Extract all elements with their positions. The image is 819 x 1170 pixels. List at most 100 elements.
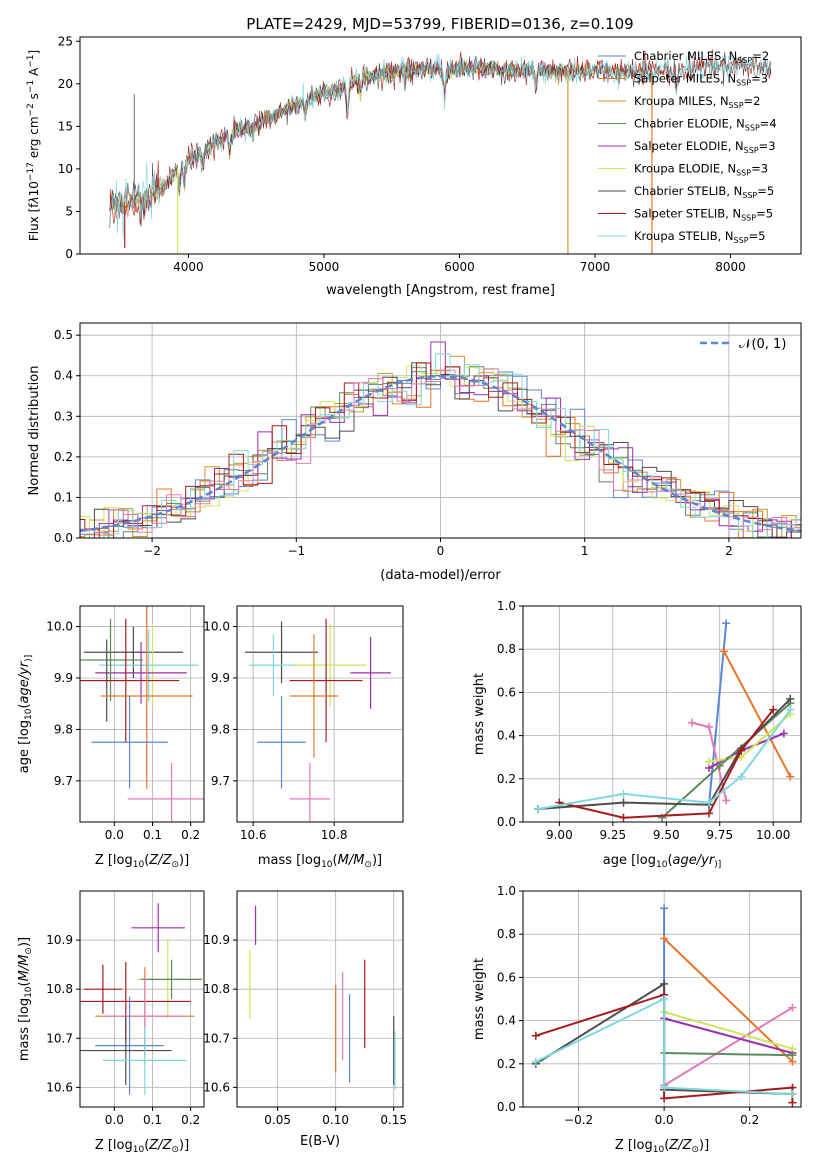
legend-tail: =3: [751, 162, 768, 176]
mass_vs_Z-x-label-part: Z/Z: [148, 1138, 172, 1153]
y-tick-label: 10.8: [203, 982, 230, 996]
weight-series-line: [663, 1006, 793, 1087]
x-tick-label: 9.25: [599, 828, 626, 842]
x-tick-label: 10.00: [756, 828, 790, 842]
spectrum-panel: 4000 5000 6000 7000 8000 0 5 10 15 20 25 wavelength…: [26, 34, 802, 298]
mass_vs_Z-x-label-part: (: [144, 1138, 149, 1153]
legend-sub: SSP: [734, 236, 749, 245]
age_vs_Z-x-label-part: (: [144, 853, 149, 868]
x-tick-label: 9.50: [653, 828, 680, 842]
legend-entry: Chabrier STELIB, NSSP=5: [634, 184, 774, 200]
legend-entry: Salpeter ELODIE, NSSP=3: [634, 139, 776, 155]
axes-frame: [79, 605, 205, 823]
x-tick-label: 0.1: [143, 1113, 162, 1127]
gaussian-reference-curve: [80, 374, 801, 533]
age-vs-metallicity-panel: 0.0 0.1 0.29.79.89.910.0Z [log10(Z/Z⊙)]age…: [17, 605, 205, 870]
legend-tail: =2: [744, 94, 761, 108]
age_vs_mass-x-label-part: 10: [321, 860, 333, 870]
weight-series-line: [663, 937, 794, 1063]
legend-label: Chabrier ELODIE, N: [634, 117, 745, 131]
massweight_vs_Z-x-label-part: Z [log: [615, 1138, 653, 1153]
legend-entry: Kroupa ELODIE, NSSP=3: [634, 162, 768, 178]
spectrum-series-line: [109, 53, 772, 239]
y-tick-label: 9.8: [211, 722, 230, 736]
legend-label: Kroupa MILES, N: [634, 94, 729, 108]
mass-vs-extinction-panel: 0.05 0.10 0.15 10.6 10.7 10.8 10.9 E(B-V): [203, 890, 407, 1149]
y-tick-label: 0.8: [497, 642, 516, 656]
y-tick-label: 0.3: [54, 409, 73, 423]
massweight_vs_Z-x-label: Z [log10(Z/Z⊙)]: [615, 1138, 709, 1155]
y-tick-label: 0.4: [497, 1014, 516, 1028]
weight-series-line: [723, 650, 792, 778]
massweight_vs_Z-x-label-part: 10: [653, 1145, 665, 1155]
y-tick-label: 1.0: [497, 599, 516, 613]
histogram-series-step: [80, 353, 801, 538]
weight-series-line: [663, 1017, 793, 1054]
x-tick-label: 0.15: [380, 1113, 407, 1127]
legend-sub: SSP: [742, 191, 757, 200]
age_vs_Z-x-label-part: Z/Z: [148, 853, 172, 868]
plot-area: [109, 49, 772, 254]
legend-label: Chabrier MILES, N: [634, 49, 737, 63]
x-tick-label: 4000: [173, 260, 204, 274]
y-tick-label: 20: [58, 77, 73, 91]
y-tick-label: 0.4: [54, 369, 73, 383]
x-tick-label: 6000: [444, 260, 475, 274]
legend-sub: SSP: [736, 169, 751, 178]
mass_vs_Z-y-label-part: 10: [24, 986, 34, 998]
x-tick-label: 0.0: [655, 1113, 674, 1127]
massweight_vs_Z-x-label-part: (: [664, 1138, 669, 1153]
mass_vs_Z-y-label-part: M/M: [17, 955, 32, 982]
legend-tail: =5: [749, 229, 766, 243]
y-tick-label: 0.0: [497, 1100, 516, 1114]
legend-tail: =5: [756, 207, 773, 221]
mass_vs_EBV-x-label: E(B-V): [300, 1134, 340, 1149]
legend-entry: Chabrier MILES, NSSP=2: [634, 49, 769, 65]
axes-frame: [236, 605, 404, 823]
mass_vs_Z-x-label-part: ⊙: [171, 1145, 179, 1155]
y-tick-label: 0.1: [54, 490, 73, 504]
y-tick-label: 0.2: [54, 450, 73, 464]
x-tick-label: 10.8: [321, 828, 348, 842]
massweight_vs_Z-x-label-part: ⊙: [691, 1145, 699, 1155]
massweight_vs_Z-x-label-part: )]: [699, 1138, 709, 1153]
plot-area: [249, 905, 396, 1090]
spectrum-y-label-part: −1: [26, 55, 36, 68]
mass_vs_Z-x-label-part: 10: [133, 1145, 145, 1155]
mass-weight-vs-age-panel: 9.00 9.25 9.50 9.75 10.00 0.0 0.2 0.4 0.6 0.8 1.0 a…: [472, 599, 802, 870]
x-tick-label: 9.00: [546, 828, 573, 842]
age_vs_Z-y-label-part: age [log: [17, 720, 32, 773]
plot-area: [80, 341, 801, 538]
y-tick-label: 10.6: [46, 1080, 73, 1094]
spectrum-y-label-part: −17: [26, 162, 36, 181]
x-tick-label: −2: [143, 544, 161, 558]
massweight_vs_age-x-label-part: age/yr: [673, 853, 716, 868]
age_vs_Z-y-label-part: )]: [24, 655, 34, 662]
age_vs_Z-y-label-part: 10: [24, 708, 34, 720]
age_vs_mass-x-label-part: ⊙: [364, 860, 372, 870]
y-tick-label: 10.0: [46, 620, 73, 634]
y-tick-label: 9.9: [54, 671, 73, 685]
y-tick-label: 1.0: [497, 884, 516, 898]
y-tick-label: 9.8: [54, 722, 73, 736]
histogram-series-step: [80, 362, 801, 538]
mass_vs_Z-y-label-part: (: [17, 981, 32, 986]
massweight_vs_age-x-label-part: 10: [656, 860, 668, 870]
x-tick-label: 0.2: [740, 1113, 759, 1127]
y-tick-label: 10.6: [203, 1080, 230, 1094]
y-tick-label: 0.0: [54, 531, 73, 545]
legend-sub: SSP: [737, 56, 752, 65]
x-tick-label: 5000: [309, 260, 340, 274]
spectrum-y-label-part: Flux [f: [27, 203, 41, 241]
x-tick-label: 9.75: [706, 828, 733, 842]
y-tick-label: 10.8: [46, 982, 73, 996]
age_vs_Z-x-label-part: 10: [133, 860, 145, 870]
mass_vs_Z-x-label: Z [log10(Z/Z⊙)]: [95, 1138, 189, 1155]
weight-series-line: [535, 997, 793, 1095]
age_vs_mass-x-label-part: mass [log: [258, 853, 321, 868]
spectrum-y-label-part: A: [27, 67, 41, 80]
x-tick-label: 0.2: [181, 828, 200, 842]
x-tick-label: 0.05: [264, 1113, 291, 1127]
y-tick-label: 10.9: [203, 933, 230, 947]
age_vs_Z-x-label-part: )]: [179, 853, 189, 868]
